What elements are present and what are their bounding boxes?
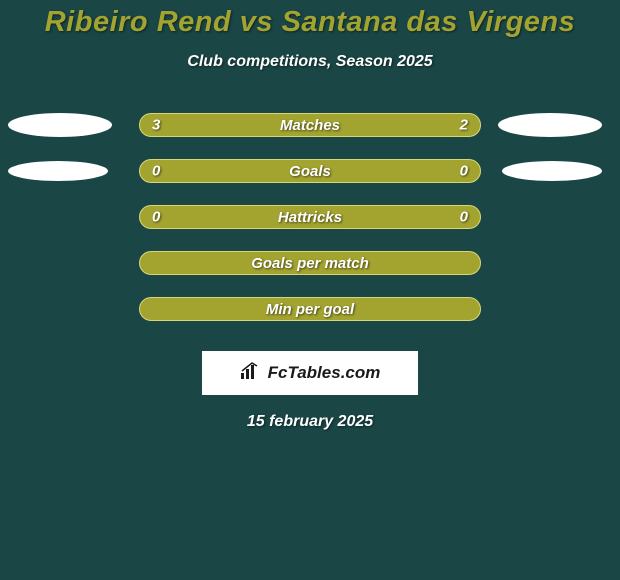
stat-bar: Goals per match (139, 251, 481, 275)
stat-bar: Min per goal (139, 297, 481, 321)
stat-value-left: 0 (152, 209, 160, 226)
stat-label: Min per goal (266, 301, 354, 318)
stat-row: Goals per match (0, 251, 620, 275)
player-ellipse (502, 161, 602, 181)
stat-row: 0 Goals 0 (0, 159, 620, 183)
source-badge: FcTables.com (202, 351, 418, 395)
footer-date: 15 february 2025 (0, 413, 620, 431)
stat-value-left: 3 (152, 117, 160, 134)
stat-value-right: 2 (460, 117, 468, 134)
stat-bar: 3 Matches 2 (139, 113, 481, 137)
comparison-card: Ribeiro Rend vs Santana das Virgens Club… (0, 0, 620, 580)
player-ellipse (8, 161, 108, 181)
stat-label: Hattricks (278, 209, 342, 226)
stat-value-right: 0 (460, 209, 468, 226)
stat-bar: 0 Goals 0 (139, 159, 481, 183)
stat-bar: 0 Hattricks 0 (139, 205, 481, 229)
player-ellipse (8, 113, 112, 137)
player-ellipse (498, 113, 602, 137)
stat-value-left: 0 (152, 163, 160, 180)
page-title: Ribeiro Rend vs Santana das Virgens (0, 0, 620, 39)
stat-label: Goals (289, 163, 331, 180)
source-badge-text: FcTables.com (268, 363, 381, 383)
chart-icon (240, 362, 262, 385)
stat-row: 0 Hattricks 0 (0, 205, 620, 229)
stat-label: Goals per match (251, 255, 369, 272)
page-subtitle: Club competitions, Season 2025 (0, 53, 620, 71)
stat-label: Matches (280, 117, 340, 134)
stat-value-right: 0 (460, 163, 468, 180)
stat-row: 3 Matches 2 (0, 113, 620, 137)
stat-row: Min per goal (0, 297, 620, 321)
stats-rows: 3 Matches 2 0 Goals 0 0 Hattricks 0 Goals per mat… (0, 113, 620, 343)
